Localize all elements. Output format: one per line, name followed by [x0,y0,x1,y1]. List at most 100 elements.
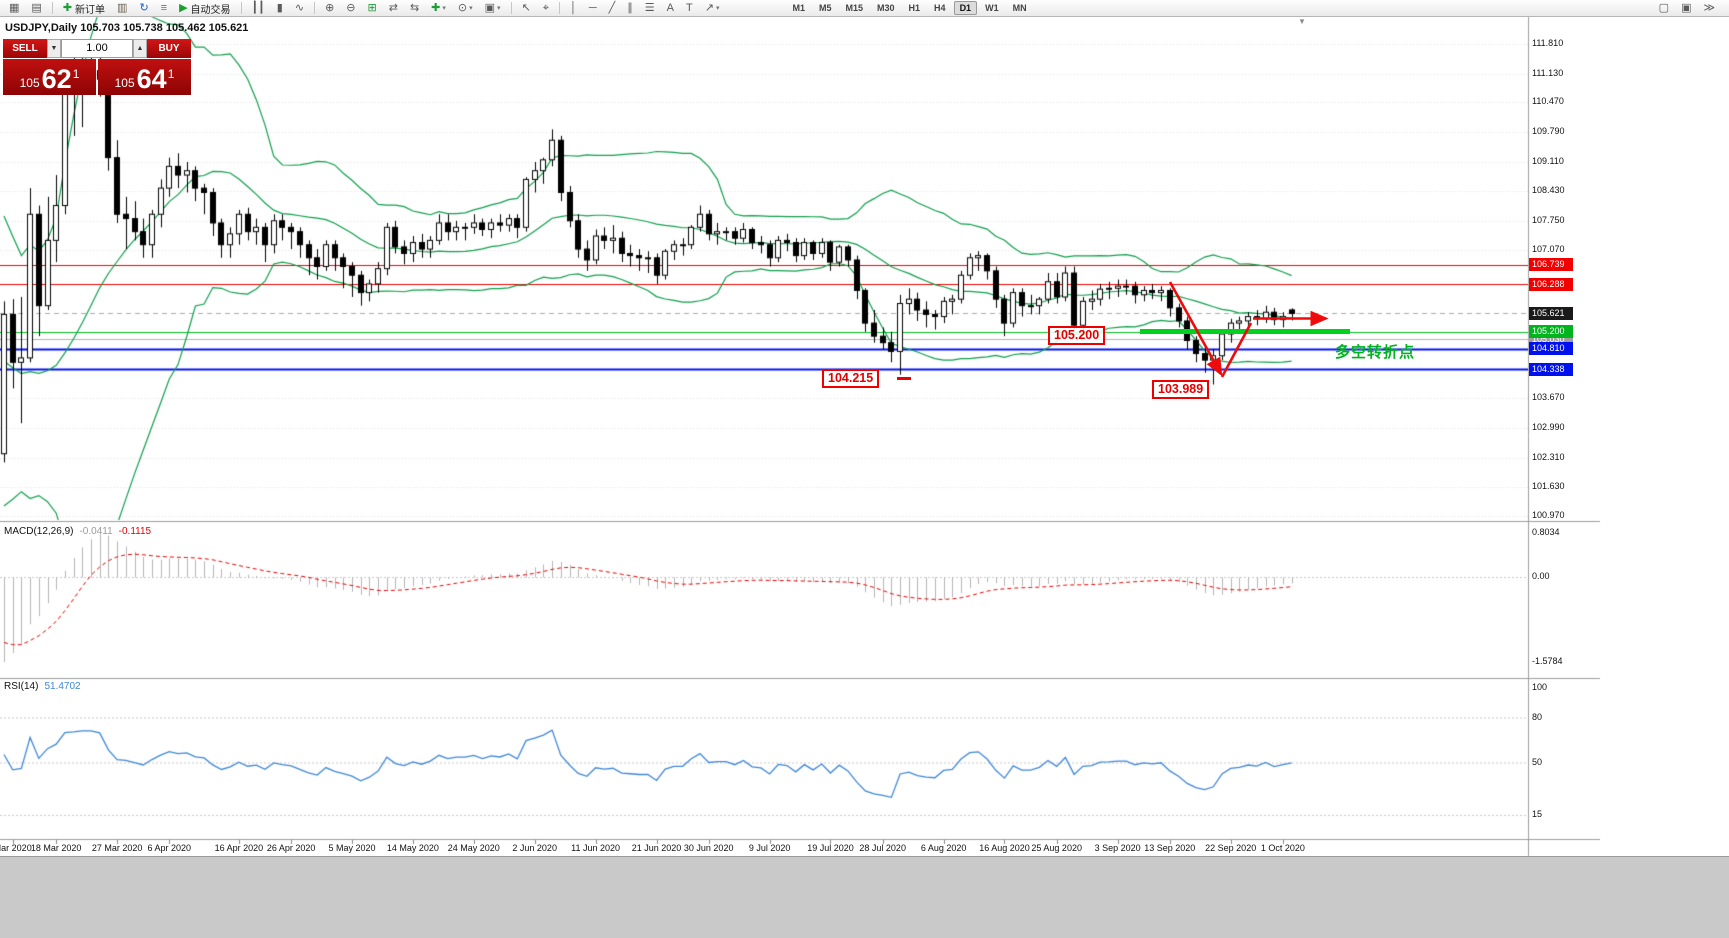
buy-price-button[interactable]: 105 64 1 [98,59,191,95]
line-chart-icon[interactable]: ∿ [291,1,308,16]
sell-button[interactable]: SELL [3,39,47,58]
accounts-icon-glyph: ≡ [160,1,168,14]
timeframe-h1[interactable]: H1 [908,3,921,13]
macd-name: MACD(12,26,9) [4,526,74,537]
sell-price-button[interactable]: 105 62 1 [3,59,96,95]
timeframe-w1[interactable]: W1 [985,3,999,13]
crosshair-icon-glyph: ⌖ [542,1,549,14]
macd-axis-label: 0.8034 [1532,527,1560,537]
vertical-line-icon[interactable]: │ [566,1,581,16]
date-label: 26 Apr 2020 [266,843,316,853]
price-level-badge: 106.288 [1529,277,1573,291]
arrows-tool-icon[interactable]: ↗ ▾ [701,1,724,16]
price-axis-label: 110.470 [1532,96,1564,107]
text-icon[interactable]: A [663,1,678,16]
volume-increase-button[interactable]: ▲ [133,39,147,58]
new-chart-icon[interactable]: ▦ [5,1,23,16]
tile-windows-icon[interactable]: ⊞ [364,1,381,16]
arrows-tool-icon-dropdown-icon[interactable]: ▾ [715,5,720,12]
timeframe-m15[interactable]: M15 [845,3,864,13]
buy-price-pipette: 1 [167,67,175,81]
buy-button[interactable]: BUY [147,39,191,58]
price-level-badge: 104.338 [1529,362,1573,376]
timeframe-d1[interactable]: D1 [953,1,978,15]
indicators-icon[interactable]: ✚ ▾ [427,1,450,16]
new-order-glyph: ✚ [62,1,73,14]
price-level-badge: 105.200 [1529,325,1573,339]
support-line[interactable] [1140,329,1350,335]
date-label: 6 Apr 2020 [147,843,192,853]
vertical-line-icon-glyph: │ [569,1,577,14]
periods-icon-dropdown-icon[interactable]: ▾ [469,5,473,12]
toolbar-separator [314,2,316,14]
cursor-icon[interactable]: ↖ [518,1,535,16]
auto-scroll-icon[interactable]: ⇄ [385,1,402,16]
chart-shift-icon[interactable]: ⇆ [406,1,423,16]
date-label: 16 Aug 2020 [979,843,1030,853]
trendline-icon[interactable]: ╱ [605,1,620,16]
price-annotation-103989[interactable]: 103.989 [1152,380,1210,399]
zoom-in-icon-glyph: ⊕ [325,1,335,14]
price-level-badge: 104.810 [1529,342,1573,356]
cursor-icon-glyph: ↖ [521,1,531,14]
auto-trading-button[interactable]: ▶ 自动交易 [175,1,234,16]
market-watch-icon[interactable]: ▥ [113,1,131,16]
price-annotation-105200[interactable]: 105.200 [1048,326,1106,345]
timeframe-h4[interactable]: H4 [934,3,946,13]
timeframe-m1[interactable]: M1 [792,3,805,13]
date-label: 5 May 2020 [328,843,376,853]
chart-shift-marker[interactable]: ▼ [1298,17,1306,26]
indicators-icon-glyph: ✚ [431,1,441,14]
volume-input[interactable]: 1.00 [61,39,133,58]
refresh-icon[interactable]: ↻ [135,1,152,16]
candlestick-chart-icon[interactable]: ▮ [273,1,287,16]
toolbar-overflow-icon[interactable]: ≫ [1699,1,1719,16]
timeframe-mn[interactable]: MN [1012,3,1027,13]
fibonacci-icon[interactable]: ☰ [641,1,659,16]
zoom-out-icon-glyph: ⊖ [346,1,356,14]
date-label: 19 Jul 2020 [807,843,854,853]
date-label: 28 Jul 2020 [859,843,906,853]
rsi-value: 51.4702 [44,681,81,692]
bar-chart-icon-glyph: ┃┃ [251,1,265,14]
zoom-in-icon[interactable]: ⊕ [321,1,338,16]
chart-shift-icon-glyph: ⇆ [409,1,420,14]
date-label: 13 Sep 2020 [1144,843,1196,853]
accounts-icon[interactable]: ≡ [157,1,171,16]
rsi-axis-label: 15 [1532,809,1543,819]
date-label: 3 Sep 2020 [1094,843,1141,853]
profiles-icon[interactable]: ▤ [27,1,45,16]
toolbar-separator [240,2,242,14]
macd-label: MACD(12,26,9) -0.0411 -0.1115 [4,526,151,537]
maximize-icon[interactable]: ▣ [1677,1,1695,16]
price-axis[interactable]: 111.810 111.130 110.470 109.790 109.110 108.4… [1528,0,1728,938]
turning-point-text[interactable]: 多空转折点 [1335,344,1416,361]
price-annotation-104215[interactable]: 104.215 [822,369,880,388]
new-order-button-label: 新订单 [75,4,106,16]
templates-icon-glyph: ▣ [484,1,496,14]
volume-decrease-button[interactable]: ▼ [47,39,61,58]
zoom-out-icon[interactable]: ⊖ [342,1,359,16]
buy-price-prefix: 105 [114,76,135,90]
bar-chart-icon[interactable]: ┃┃ [248,1,269,16]
macd-axis-label: 0.00 [1532,571,1550,581]
crosshair-icon[interactable]: ⌖ [539,1,553,16]
timeframe-m30[interactable]: M30 [877,3,895,13]
periods-icon[interactable]: ⊙ ▾ [454,1,477,16]
auto-trading-button-label: 自动交易 [190,4,231,16]
auto-trading-glyph: ▶ [179,1,188,14]
price-axis-label: 111.130 [1532,67,1564,78]
indicators-icon-dropdown-icon[interactable]: ▾ [442,5,446,12]
timeframe-m5[interactable]: M5 [818,3,832,13]
label-icon[interactable]: T [682,1,697,16]
trendline-icon-glyph: ╱ [608,1,616,14]
docking-icon[interactable]: ▢ [1655,1,1673,16]
templates-icon[interactable]: ▣ ▾ [481,1,505,16]
channel-icon[interactable]: ∥ [623,1,637,16]
new-order-button[interactable]: ✚ 新订单 [59,1,109,16]
horizontal-line-icon[interactable]: ─ [585,1,601,16]
templates-icon-dropdown-icon[interactable]: ▾ [497,5,501,12]
